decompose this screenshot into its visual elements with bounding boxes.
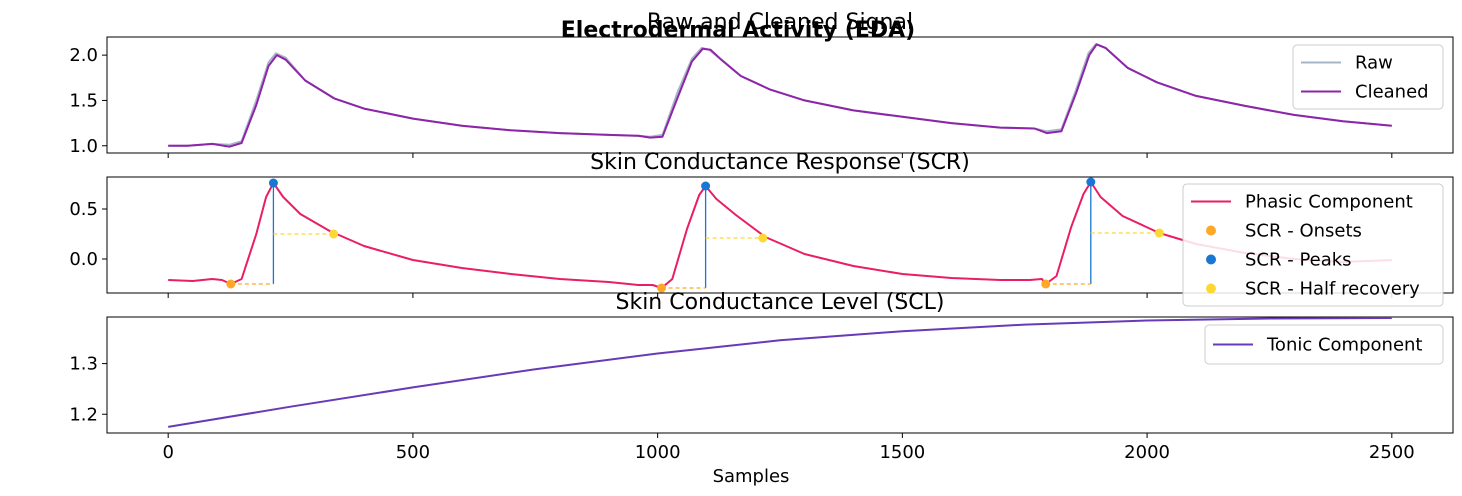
y-tick-label: 1.0	[69, 136, 98, 157]
y-tick-label: 0.0	[69, 249, 98, 270]
legend-box	[1182, 183, 1444, 307]
panel-title: Skin Conductance Response (SCR)	[590, 150, 970, 175]
y-tick-label: 1.3	[69, 354, 98, 375]
scr-panel: Skin Conductance Response (SCR) 0.0 0.5 Pha…	[69, 150, 1454, 307]
axes-frame	[106, 316, 1454, 434]
legend-box	[1292, 44, 1444, 110]
y-tick-label: 2.0	[69, 45, 98, 66]
legend-label: Phasic Component	[1245, 192, 1413, 213]
x-tick-label: 2000	[1124, 442, 1170, 463]
scr-half-recovery-point	[329, 229, 339, 239]
scr-half-recovery-point	[758, 233, 768, 243]
axes-frame	[106, 36, 1454, 154]
scl-panel: Skin Conductance Level (SCL) 1.2 1.3 0 500 10…	[69, 290, 1454, 463]
axes-frame	[106, 176, 1454, 294]
scr-peak-point	[1086, 177, 1096, 187]
legend-label: Tonic Component	[1266, 335, 1422, 356]
scr-onset-point	[1041, 279, 1051, 289]
panel-title: Skin Conductance Level (SCL)	[615, 290, 944, 315]
legend-box	[1204, 324, 1444, 365]
y-tick-label: 1.5	[69, 90, 98, 111]
y-tick-label: 0.5	[69, 199, 98, 220]
figure-suptitle: Electrodermal Activity (EDA)	[561, 18, 915, 43]
scr-onset-point	[226, 279, 236, 289]
x-tick-label: 500	[396, 442, 430, 463]
legend-label: SCR - Onsets	[1245, 221, 1362, 242]
legend-marker	[1206, 283, 1216, 294]
legend-marker	[1206, 254, 1216, 265]
scr-onset-point	[657, 283, 667, 293]
x-tick-label: 1500	[879, 442, 925, 463]
panel-title: Raw and Cleaned Signal	[647, 10, 913, 35]
legend-label: Cleaned	[1355, 82, 1429, 103]
scr-peak-point	[701, 181, 711, 191]
raw-cleaned-panel: Raw and Cleaned Signal 1.0 1.5 2.0 Raw Cleane…	[69, 10, 1454, 158]
legend-label: SCR - Peaks	[1245, 250, 1352, 271]
scr-half-recovery-point	[1154, 228, 1164, 238]
legend-label: Raw	[1355, 53, 1393, 74]
x-tick-label: 2500	[1369, 442, 1415, 463]
scr-peak-point	[268, 178, 278, 188]
y-tick-label: 1.2	[69, 404, 98, 425]
legend-label: SCR - Half recovery	[1245, 279, 1420, 300]
series-line-0	[168, 317, 1392, 428]
x-tick-label: 1000	[635, 442, 681, 463]
series-line-1	[168, 43, 1392, 148]
legend-marker	[1206, 225, 1216, 236]
series-line-0	[168, 43, 1392, 147]
x-axis-label: Samples	[713, 466, 790, 487]
x-tick-label: 0	[162, 442, 173, 463]
